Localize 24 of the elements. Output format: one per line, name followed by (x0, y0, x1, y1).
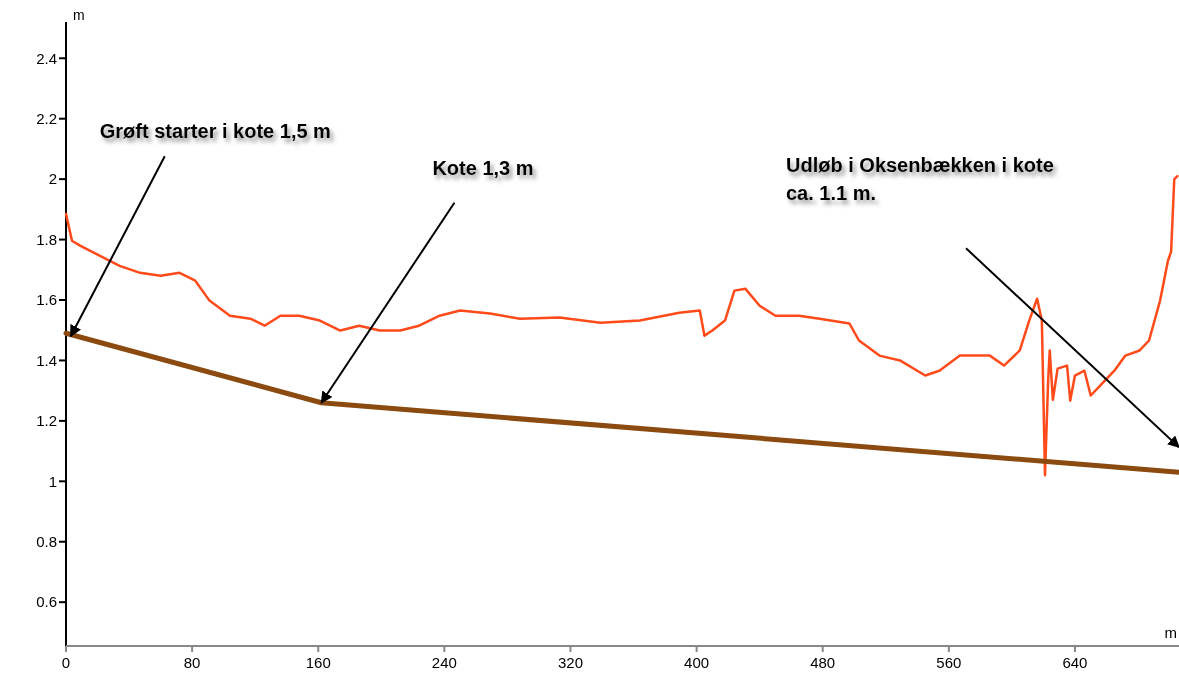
x-tick-label: 400 (684, 654, 710, 671)
y-tick-label: 0.6 (36, 593, 57, 611)
y-tick-label: 0.8 (36, 533, 57, 550)
x-tick-label: 0 (61, 654, 71, 671)
y-tick-label: 1.4 (36, 351, 57, 369)
annotation: Udløb i Oksenbækken i kote ca. 1.1 m. (786, 154, 1054, 205)
annotation: Grøft starter i kote 1,5 m (99, 120, 331, 143)
x-axis-title: m (1164, 624, 1177, 641)
y-tick-label: 2.4 (36, 49, 57, 67)
x-tick-label: 240 (431, 654, 457, 671)
x-tick-label: 560 (936, 654, 962, 671)
y-tick-label: 1 (48, 472, 57, 490)
y-axis-title: m (73, 7, 85, 23)
y-tick-label: 2 (48, 170, 57, 188)
y-tick-label: 1.6 (36, 291, 57, 309)
y-tick-label: 1.2 (36, 412, 57, 430)
y-tick-label: 2.2 (36, 109, 57, 127)
annotation: Kote 1,3 m (432, 156, 534, 179)
x-tick-label: 640 (1062, 654, 1088, 671)
x-tick-label: 80 (183, 654, 201, 671)
x-tick-label: 480 (810, 654, 836, 671)
x-tick-label: 320 (557, 654, 583, 671)
y-tick-label: 1.8 (36, 230, 57, 248)
x-tick-label: 160 (305, 654, 331, 671)
